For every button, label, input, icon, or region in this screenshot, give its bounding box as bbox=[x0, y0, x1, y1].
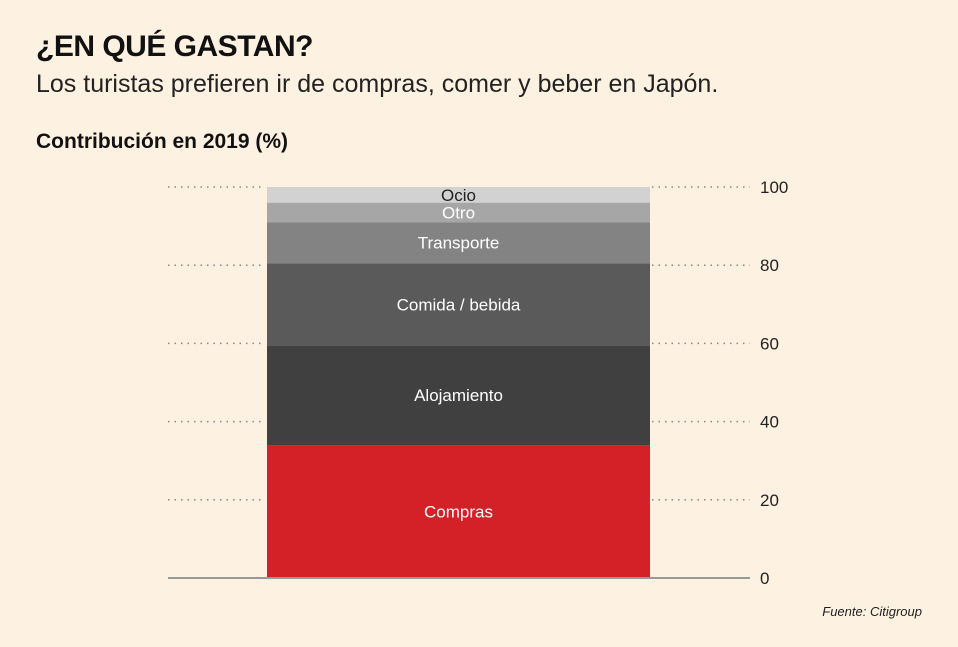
y-tick-label: 40 bbox=[760, 413, 779, 432]
bar-segment bbox=[267, 263, 650, 346]
segment-label: Compras bbox=[424, 503, 493, 522]
segment-label: Comida / bebida bbox=[397, 295, 521, 314]
y-tick-label: 100 bbox=[760, 178, 788, 197]
stacked-bar bbox=[267, 187, 650, 578]
segment-label: Transporte bbox=[418, 234, 500, 253]
chart-title: Contribución en 2019 (%) bbox=[36, 130, 289, 153]
y-tick-label: 80 bbox=[760, 256, 779, 275]
segment-label: Otro bbox=[442, 203, 475, 222]
segment-labels: Compras Alojamiento Comida / bebida Transpo… bbox=[397, 186, 521, 522]
y-axis-ticks: 0 20 40 60 80 100 bbox=[760, 178, 788, 588]
bar-segment bbox=[267, 445, 650, 578]
y-tick-label: 60 bbox=[760, 334, 779, 353]
y-tick-label: 0 bbox=[760, 569, 769, 588]
chart-heading: ¿EN QUÉ GASTAN? bbox=[36, 30, 313, 63]
bar-segment bbox=[267, 222, 650, 264]
source-note: Fuente: Citigroup bbox=[822, 604, 922, 619]
chart-subtitle: Los turistas prefieren ir de compras, co… bbox=[36, 70, 719, 98]
segment-label: Ocio bbox=[441, 186, 476, 205]
bar-segment bbox=[267, 345, 650, 446]
bar-segment bbox=[267, 202, 650, 223]
segment-label: Alojamiento bbox=[414, 386, 503, 405]
y-tick-label: 20 bbox=[760, 491, 779, 510]
bar-segment bbox=[267, 187, 650, 203]
